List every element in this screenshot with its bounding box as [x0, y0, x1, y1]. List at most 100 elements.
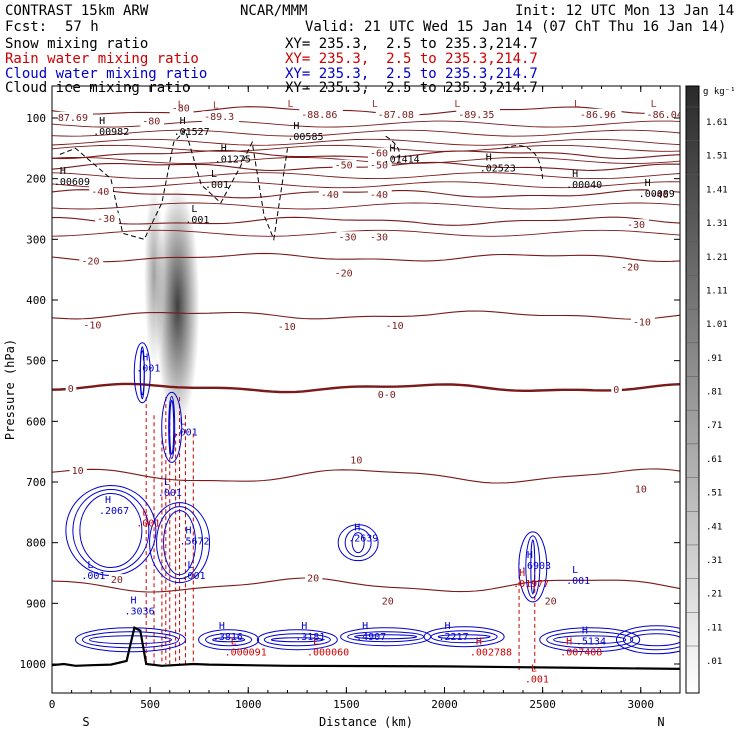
contour-label-temperature: -10: [278, 322, 296, 333]
contour-label-temperature: -40: [370, 190, 388, 201]
extremum-value: .001: [158, 488, 182, 499]
contour-label-bg: [379, 595, 397, 607]
extremum-marker: H: [486, 152, 492, 163]
isotherm-minor: [52, 172, 680, 180]
isotherm--20: [52, 252, 680, 263]
contour-label-temperature: -40: [91, 187, 109, 198]
contour-label-bg: [95, 213, 119, 225]
extremum-value: .00585: [287, 132, 323, 143]
colorbar: [685, 85, 700, 694]
contour-label-bg: [202, 111, 240, 123]
cloud-water-contour: [546, 631, 634, 649]
cloud-water-contour: [161, 391, 183, 463]
cloud-water-contour: [518, 531, 548, 603]
contour-label-temperature: -20: [621, 263, 639, 274]
colorbar-label: .21: [706, 590, 722, 600]
contour-label-bg: [55, 111, 93, 123]
extremum-value: .01275: [215, 154, 251, 165]
extremum-value: .4907: [356, 632, 386, 643]
contour-label-bg: [648, 188, 673, 200]
contour-label-bg: [332, 267, 357, 279]
isotherm--30: [52, 216, 680, 226]
contour-label-temperature: 20: [545, 596, 557, 607]
y-tick-label: 100: [26, 112, 46, 125]
contour-label-bg: [456, 108, 500, 120]
contour-label-temperature: 20: [307, 573, 319, 584]
extremum-marker: H: [142, 353, 148, 364]
contour-label-temperature: 10: [72, 466, 84, 477]
y-tick-label: 1000: [20, 658, 47, 671]
extremum-marker: L: [572, 565, 578, 576]
contour-label-temperature: -86.04: [647, 110, 683, 121]
model-title: CONTRAST 15km ARW: [5, 3, 149, 19]
cloud-water-contour: [168, 395, 176, 459]
extremum-marker: L: [191, 204, 197, 215]
contour-label-bg: [542, 595, 560, 607]
contour-label-bg: [367, 188, 392, 200]
cloud-water-contour: [198, 629, 260, 651]
extremum-value: .01414: [384, 154, 420, 165]
contour-label-bg: [69, 464, 87, 476]
contour-label-temperature: -87.08: [378, 110, 414, 121]
cloud-water-contour: [553, 635, 627, 645]
colorbar-label: 1.31: [706, 219, 728, 229]
x-tick-label: 1000: [235, 698, 262, 711]
valid-time: Valid: 21 UTC Wed 15 Jan 14 (07 ChT Thu …: [305, 19, 727, 35]
cloud-water-contour: [351, 532, 365, 554]
contour-label-bg: [305, 572, 323, 584]
colorbar-label: 1.51: [706, 152, 728, 162]
cloud-water-contour: [354, 634, 418, 640]
contour-label-temperature: -89.3: [204, 112, 234, 123]
cloud-water-contour: [622, 629, 680, 651]
x-axis-start-label: S: [82, 715, 89, 729]
extremum-value: .00609: [54, 177, 90, 188]
extremum-value: .001: [205, 180, 229, 191]
cloud-water-contour: [530, 539, 536, 595]
cloud-ice-contour: [503, 145, 544, 179]
extremum-marker: L: [178, 100, 184, 111]
forecast-label: Fcst:: [5, 19, 48, 35]
contour-label-bg: [275, 321, 300, 333]
colorbar-label: .91: [706, 354, 722, 364]
contour-label-bg: [89, 185, 114, 197]
extremum-value: .5672: [179, 537, 209, 548]
extremum-value: .5134: [576, 637, 606, 648]
colorbar-label: .31: [706, 556, 722, 566]
extremum-value: .001: [136, 364, 160, 375]
colorbar-label: 1.21: [706, 253, 728, 263]
isotherm-minor: [52, 157, 680, 164]
contour-label-temperature: -89.35: [458, 110, 494, 121]
contour-label-temperature: -30: [97, 214, 115, 225]
extremum-marker: H: [60, 166, 66, 177]
forecast-hour: 57 h: [65, 19, 99, 35]
extremum-marker: H: [476, 637, 482, 648]
x-tick-label: 3000: [628, 698, 655, 711]
y-tick-label: 900: [26, 597, 46, 610]
legend-rain-xy: XY= 235.3, 2.5 to 235.3,214.7: [285, 51, 538, 67]
cloud-water-contour: [169, 399, 175, 455]
extremum-marker: L: [187, 560, 193, 571]
contour-label-temperature: -80: [142, 116, 160, 127]
extremum-value: .01527: [174, 127, 210, 138]
extremum-marker: L: [313, 637, 319, 648]
y-tick-label: 400: [26, 294, 46, 307]
x-tick-label: 0: [49, 698, 56, 711]
cloud-water-contour: [270, 637, 324, 643]
cloud-water-contour: [205, 633, 253, 647]
contour-label-bg: [619, 261, 643, 273]
y-tick-label: 200: [26, 173, 46, 186]
x-tick-label: 1500: [333, 698, 360, 711]
extremum-value: .01977: [513, 579, 549, 590]
cloud-water-contour: [79, 493, 143, 569]
extremum-value: .007408: [560, 648, 602, 659]
cloud-water-contour: [72, 489, 150, 573]
extremum-marker: H: [566, 637, 572, 648]
contour-label-bg: [140, 115, 165, 127]
extremum-value: .2067: [99, 506, 129, 517]
colorbar-label: .51: [706, 489, 722, 499]
isotherm-0: [52, 382, 680, 394]
contour-label-temperature: -10: [83, 320, 101, 331]
contour-label-temperature: -30: [627, 220, 645, 231]
legend-rain: Rain water mixing ratio: [5, 51, 199, 67]
extremum-value: .001: [185, 215, 209, 226]
